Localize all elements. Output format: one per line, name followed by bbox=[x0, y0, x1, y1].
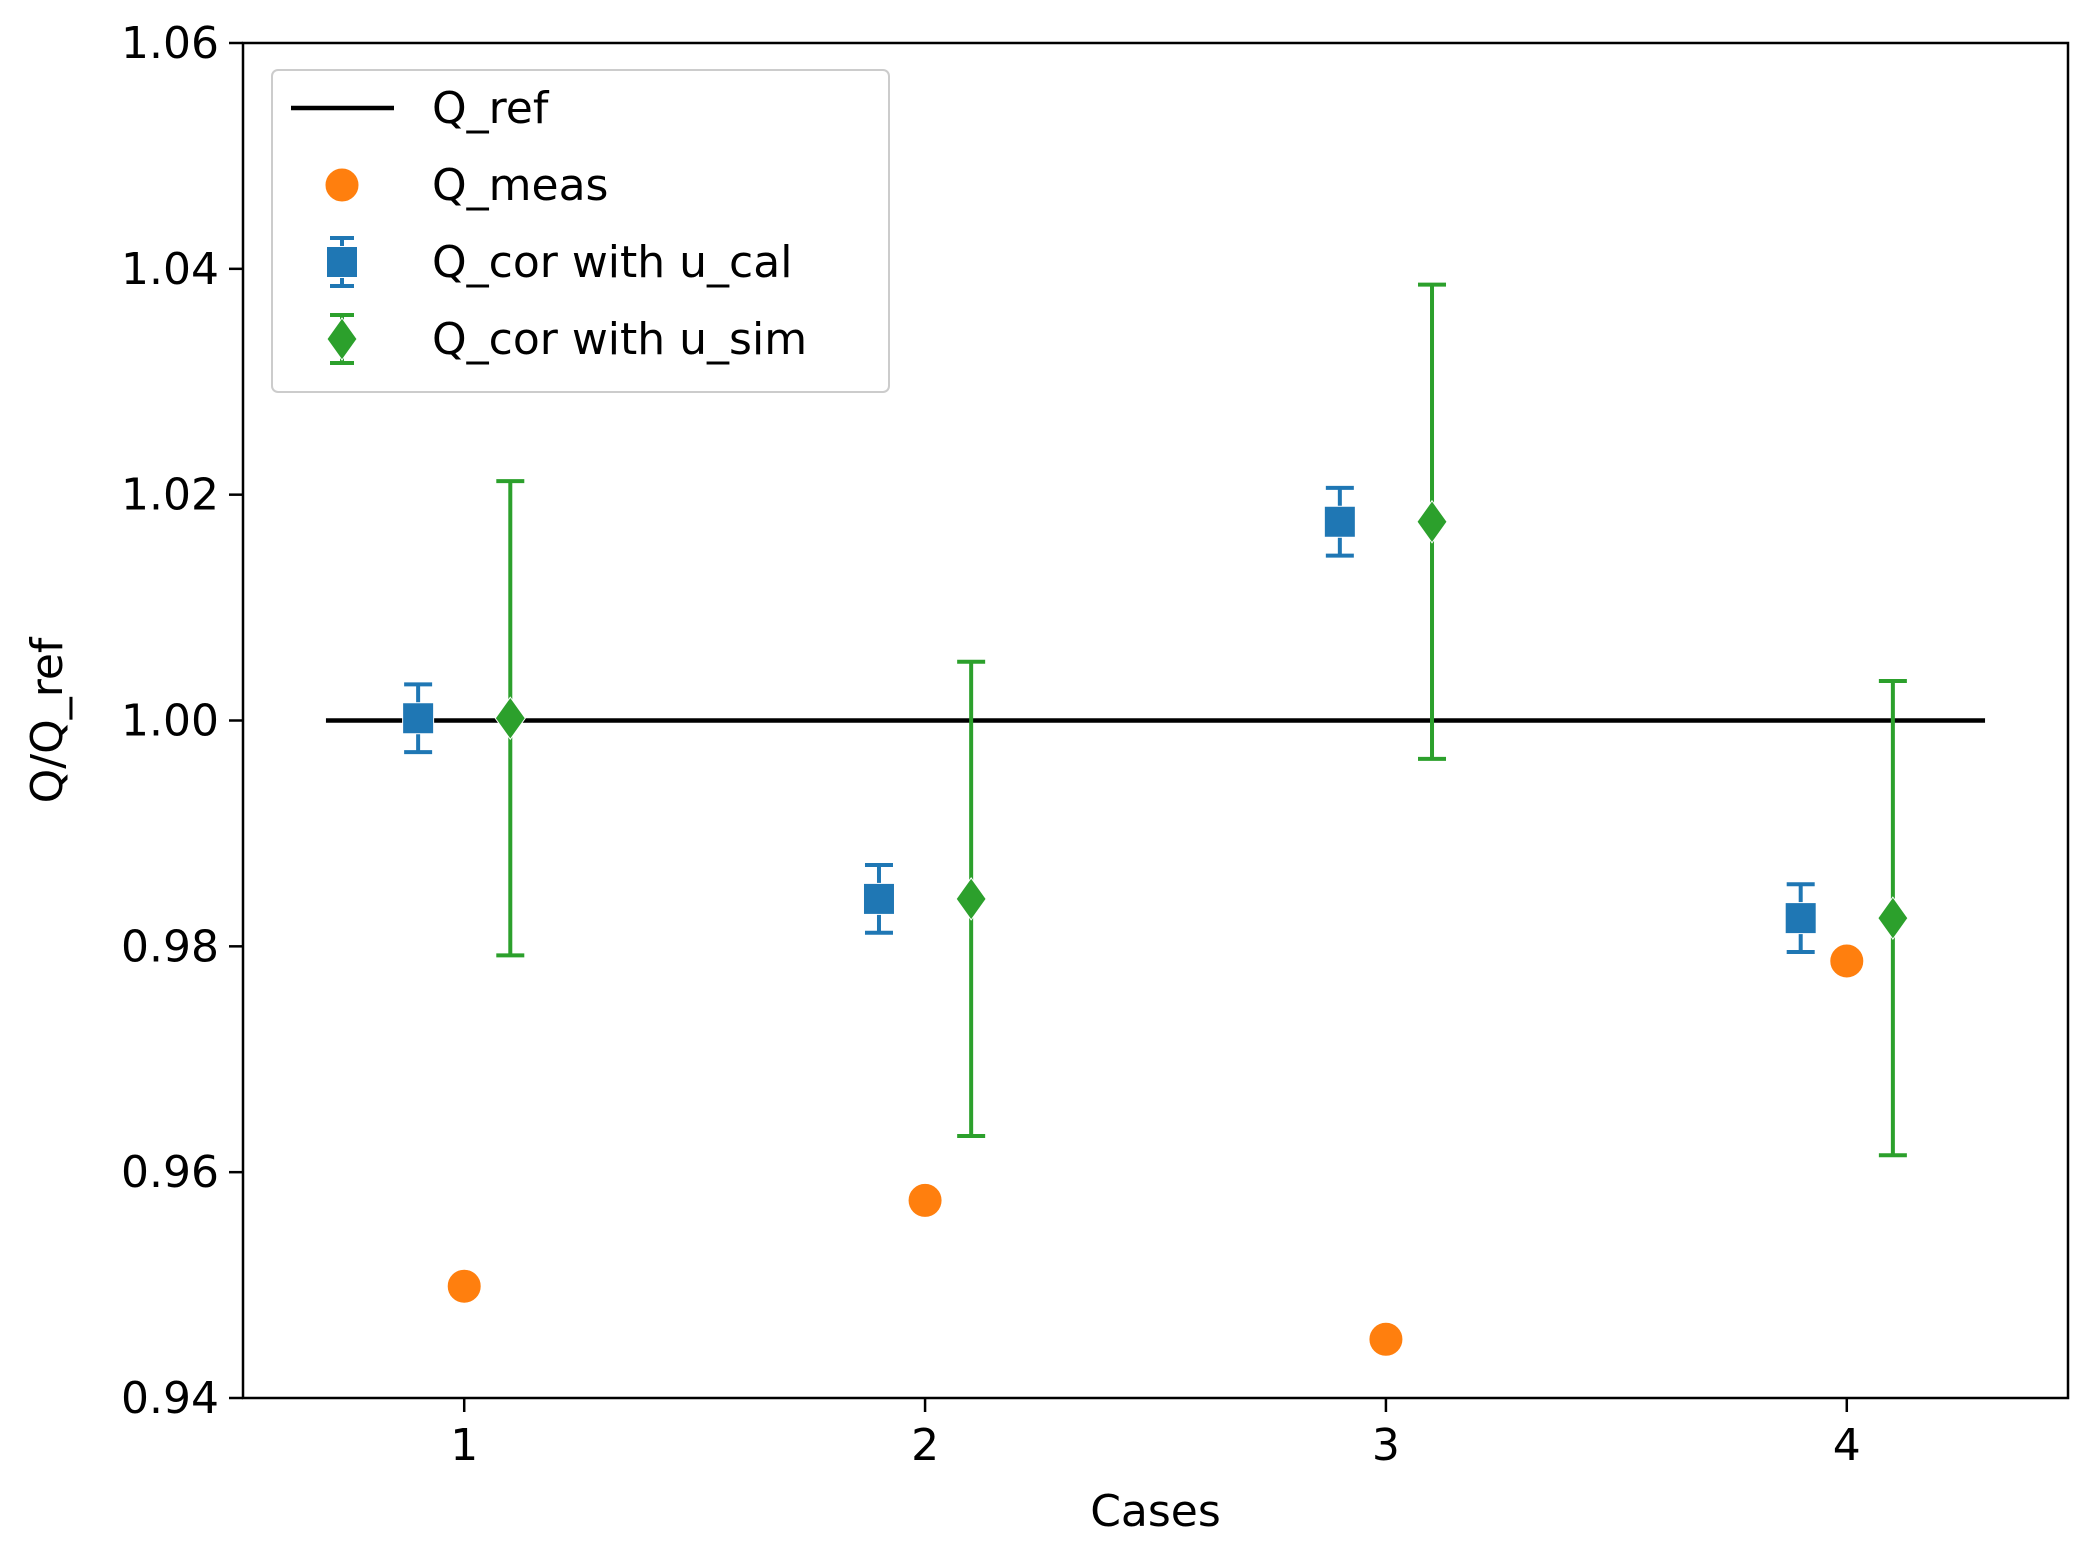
y-tick-label: 0.98 bbox=[121, 921, 219, 972]
x-tick-label: 1 bbox=[450, 1420, 478, 1471]
y-tick-label: 0.96 bbox=[121, 1147, 219, 1198]
axes: 0.94 0.96 0.98 1.00 1.02 1.04 1.06 1 2 3 4 bbox=[121, 18, 2070, 1471]
legend-item-q-ref: Q_ref bbox=[291, 83, 550, 134]
legend-handle-square bbox=[326, 246, 358, 278]
q-meas-point bbox=[446, 1268, 482, 1304]
y-tick-label: 1.02 bbox=[121, 470, 219, 521]
legend-item-q-cor-with-u-sim: Q_cor with u_sim bbox=[326, 313, 807, 365]
legend-label: Q_cor with u_sim bbox=[432, 314, 807, 365]
legend-label: Q_ref bbox=[432, 83, 550, 134]
x-tick-label: 3 bbox=[1372, 1420, 1400, 1471]
x-tick-label: 4 bbox=[1833, 1420, 1861, 1471]
series-q-meas bbox=[446, 943, 1865, 1357]
q-cor-with-u-sim-point bbox=[1877, 896, 1909, 940]
legend-label: Q_cor with u_cal bbox=[432, 237, 792, 288]
y-tick-label: 0.94 bbox=[121, 1373, 219, 1424]
plot-area bbox=[325, 282, 1986, 1357]
legend-item-q-cor-with-u-cal: Q_cor with u_cal bbox=[326, 236, 792, 288]
y-tick-label: 1.04 bbox=[121, 244, 219, 295]
q-cor-with-u-cal-point bbox=[1323, 505, 1356, 538]
legend-handle-diamond bbox=[326, 317, 358, 361]
q-cor-with-u-sim-point bbox=[494, 696, 526, 741]
legend-label: Q_meas bbox=[432, 160, 608, 211]
y-axis-label: Q/Q_ref bbox=[22, 636, 73, 803]
legend-item-q-meas: Q_meas bbox=[324, 160, 608, 211]
y-tick-label: 1.06 bbox=[121, 18, 219, 69]
q-cor-with-u-sim-point bbox=[1416, 499, 1448, 544]
x-tick-label: 2 bbox=[911, 1420, 939, 1471]
q-cor-with-u-cal-point bbox=[1784, 902, 1817, 935]
series-q-cor-with-u-sim bbox=[494, 282, 1909, 1158]
legend-box bbox=[271, 69, 890, 393]
q-meas-point bbox=[1368, 1321, 1404, 1357]
x-axis-label: Cases bbox=[1090, 1486, 1221, 1537]
legend: Q_ref Q_meas Q_cor with u_cal Q_cor with u_… bbox=[271, 69, 890, 393]
q-meas-point bbox=[907, 1182, 943, 1218]
q-meas-point bbox=[1829, 943, 1865, 979]
y-tick-label: 1.00 bbox=[121, 696, 219, 747]
legend-handle-circle bbox=[324, 167, 360, 203]
q-cor-with-u-cal-point bbox=[862, 882, 895, 915]
q-cor-with-u-cal-point bbox=[402, 702, 435, 735]
series-q-cor-with-u-cal bbox=[402, 485, 1817, 954]
q-cor-with-u-sim-point bbox=[955, 877, 987, 921]
